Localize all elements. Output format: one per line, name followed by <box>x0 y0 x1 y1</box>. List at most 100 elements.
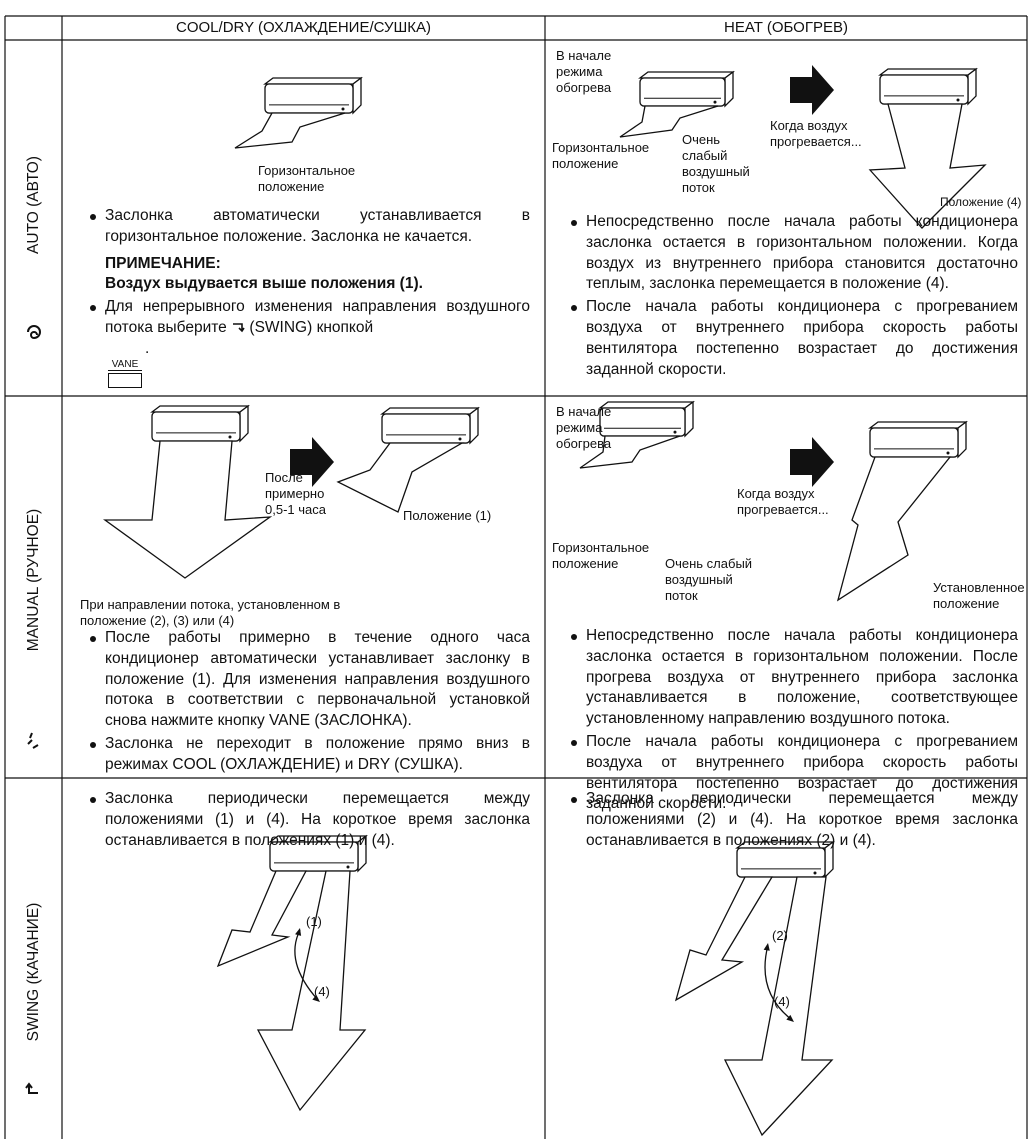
row-label: MANUAL (РУЧНОЕ) <box>25 508 42 652</box>
arrow-head <box>786 1014 794 1022</box>
caption: После примерно 0,5-1 часа <box>265 470 326 517</box>
caption: Когда воздух прогревается... <box>770 118 862 149</box>
unit-front <box>736 847 826 878</box>
unit-side <box>957 420 967 459</box>
unit-led <box>458 437 462 441</box>
caption: Когда воздух прогревается... <box>737 486 829 517</box>
arrow-head <box>763 943 770 951</box>
unit-led <box>341 107 345 111</box>
bullet-list: Заслонка периодически перемещается между… <box>85 789 530 853</box>
caption: Горизонтальное положение <box>552 540 650 571</box>
airflow <box>216 870 308 968</box>
unit-led <box>813 871 817 875</box>
vane-button: VANE <box>108 359 142 388</box>
airflow <box>674 876 774 1002</box>
unit-led <box>956 98 960 102</box>
caption: Горизонтальное положение <box>258 163 356 194</box>
caption: Очень слабый воздушный поток <box>665 556 753 603</box>
note-title: ПРИМЕЧАНИЕ: <box>105 254 221 272</box>
note-text: Воздух выдувается выше положения (1). <box>105 275 423 293</box>
bullet: После работы примерно в течение одного ч… <box>85 628 530 732</box>
unit-front <box>599 407 686 437</box>
bullet-list: Заслонка периодически перемещается между… <box>566 789 1018 853</box>
airflow <box>836 456 952 602</box>
table-lines <box>4 15 1028 1139</box>
airflow <box>619 105 719 138</box>
caption: (2) <box>772 928 788 943</box>
unit-front <box>879 74 969 105</box>
bullet: После начала работы кондиционера с прогр… <box>566 297 1018 380</box>
unit-top <box>598 401 695 409</box>
unit-front <box>151 411 241 442</box>
unit-top <box>380 407 480 415</box>
unit-side <box>684 400 694 438</box>
bullet: Заслонка не переходит в положение прямо … <box>85 734 530 776</box>
airflow <box>102 440 273 579</box>
swing-icon <box>25 1082 38 1094</box>
button-label: VANE <box>108 359 142 371</box>
bullet-list: Непосредственно после начала работы конд… <box>566 626 1018 817</box>
note: ПРИМЕЧАНИЕ: Воздух выдувается выше положе… <box>85 254 530 296</box>
unit-front <box>269 841 359 872</box>
unit-side <box>724 70 734 108</box>
unit-led <box>946 451 950 455</box>
bullet: Заслонка автоматически устанавливается в… <box>85 206 530 248</box>
bullet-list: Заслонка автоматически устанавливается в… <box>85 206 530 390</box>
header-cell: HEAT (ОБОГРЕВ) <box>724 19 848 36</box>
airflow <box>868 103 987 229</box>
caption: В начале режима обогрева <box>556 48 612 95</box>
airflow <box>234 112 346 149</box>
caption: Положение (1) <box>403 508 492 523</box>
unit-led <box>673 430 677 434</box>
bullet: Для непрерывного изменения направления в… <box>85 297 530 388</box>
unit-led <box>346 865 350 869</box>
caption: (1) <box>306 914 322 929</box>
text: Для непрерывного изменения направления в… <box>105 298 530 336</box>
text: (SWING) кнопкой <box>249 318 374 336</box>
bullet-list: Непосредственно после начала работы конд… <box>566 212 1018 382</box>
unit-top <box>150 405 250 413</box>
bullet: После начала работы кондиционера с прогр… <box>566 732 1018 815</box>
caption: Очень слабый воздушный поток <box>682 132 750 195</box>
unit-side <box>967 67 977 106</box>
bullet: Заслонка периодически перемещается между… <box>566 789 1018 851</box>
unit-side <box>352 76 362 115</box>
swing-arc <box>294 929 319 1001</box>
unit-top <box>868 421 968 429</box>
airflow <box>336 442 465 513</box>
step-arrow <box>790 65 834 115</box>
unit-front <box>869 427 959 458</box>
bullet: Заслонка периодически перемещается между… <box>85 789 530 851</box>
caption: Установленное положение <box>933 580 1025 611</box>
unit-top <box>263 77 363 85</box>
swing-icon <box>233 323 245 333</box>
unit-front <box>381 413 471 444</box>
unit-side <box>239 404 249 443</box>
row-label: AUTO (АВТО) <box>25 156 42 254</box>
unit-led <box>228 435 232 439</box>
caption: (4) <box>774 994 790 1009</box>
caption: (4) <box>314 984 330 999</box>
text: . <box>145 339 150 357</box>
step-arrow <box>290 437 334 487</box>
manual-icon <box>27 732 39 749</box>
unit-front <box>639 77 726 107</box>
caption: Горизонтальное положение <box>552 140 650 171</box>
caption: В начале режима обогрева <box>556 404 612 451</box>
arrow-head <box>295 928 302 936</box>
arrow-head <box>312 994 320 1002</box>
unit-led <box>713 100 717 104</box>
unit-side <box>469 406 479 445</box>
bullet: Непосредственно после начала работы конд… <box>566 212 1018 295</box>
header-cell: COOL/DRY (ОХЛАЖДЕНИЕ/СУШКА) <box>176 19 431 36</box>
caption: При направлении потока, установленном в … <box>80 597 341 628</box>
bullet-list: После работы примерно в течение одного ч… <box>85 628 530 778</box>
auto-icon <box>27 325 41 340</box>
bullet: Непосредственно после начала работы конд… <box>566 626 1018 730</box>
step-arrow <box>790 437 834 487</box>
airflow <box>579 435 681 469</box>
unit-front <box>264 83 354 114</box>
unit-top <box>638 71 735 79</box>
